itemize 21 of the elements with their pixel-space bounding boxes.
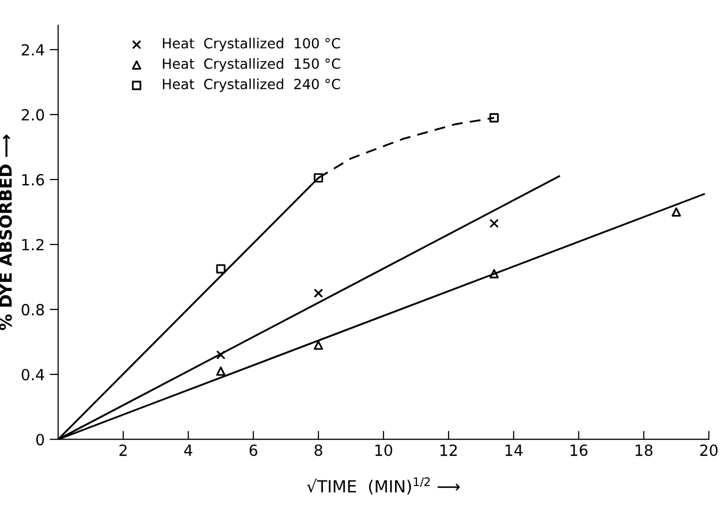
legend-label: Heat Crystallized 240 °C [162, 78, 340, 92]
legend-label: Heat Crystallized 150 °C [162, 58, 340, 72]
y-tick-label: 1.6 [22, 174, 44, 186]
x-tick-label: 14 [506, 444, 522, 456]
y-tick-label: 0 [36, 434, 44, 446]
x-tick-label: 6 [250, 444, 258, 456]
y-tick-label: 2.0 [22, 109, 44, 121]
x-tick-label: 8 [314, 444, 322, 456]
y-tick-label: 0.8 [22, 304, 44, 316]
x-tick-label: 4 [184, 444, 192, 456]
y-tick-label: 1.2 [22, 238, 44, 250]
legend-label: Heat Crystallized 100 °C [162, 38, 340, 52]
x-axis-title: √TIME (MIN)$^{1/2}$ ⟶ [306, 477, 460, 495]
y-tick-label: 0.4 [22, 368, 44, 380]
x-tick-label: 18 [636, 444, 652, 456]
x-tick-label: 2 [119, 444, 127, 456]
x-tick-label: 16 [570, 444, 588, 456]
x-tick-label: 12 [440, 444, 457, 456]
y-tick-label: 2.4 [22, 44, 44, 56]
x-tick-label: 20 [700, 444, 718, 456]
x-tick-label: 10 [375, 444, 392, 456]
